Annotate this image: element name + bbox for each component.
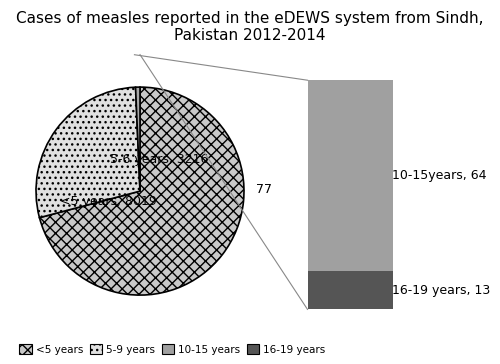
Text: Cases of measles reported in the eDEWS system from Sindh,
Pakistan 2012-2014: Cases of measles reported in the eDEWS s… bbox=[16, 11, 484, 43]
Text: 16-19 years, 13: 16-19 years, 13 bbox=[392, 284, 491, 297]
Legend: <5 years, 5-9 years, 10-15 years, 16-19 years: <5 years, 5-9 years, 10-15 years, 16-19 … bbox=[15, 340, 330, 359]
Text: <5 years, 8019: <5 years, 8019 bbox=[60, 195, 157, 208]
Text: 10-15years, 64: 10-15years, 64 bbox=[392, 169, 487, 182]
Bar bbox=[308, 80, 392, 271]
Text: 77: 77 bbox=[256, 182, 272, 195]
Wedge shape bbox=[40, 87, 244, 295]
Text: 5-6 years, 3216: 5-6 years, 3216 bbox=[110, 153, 208, 166]
Wedge shape bbox=[36, 87, 140, 218]
Wedge shape bbox=[136, 87, 140, 191]
Bar bbox=[308, 271, 392, 309]
